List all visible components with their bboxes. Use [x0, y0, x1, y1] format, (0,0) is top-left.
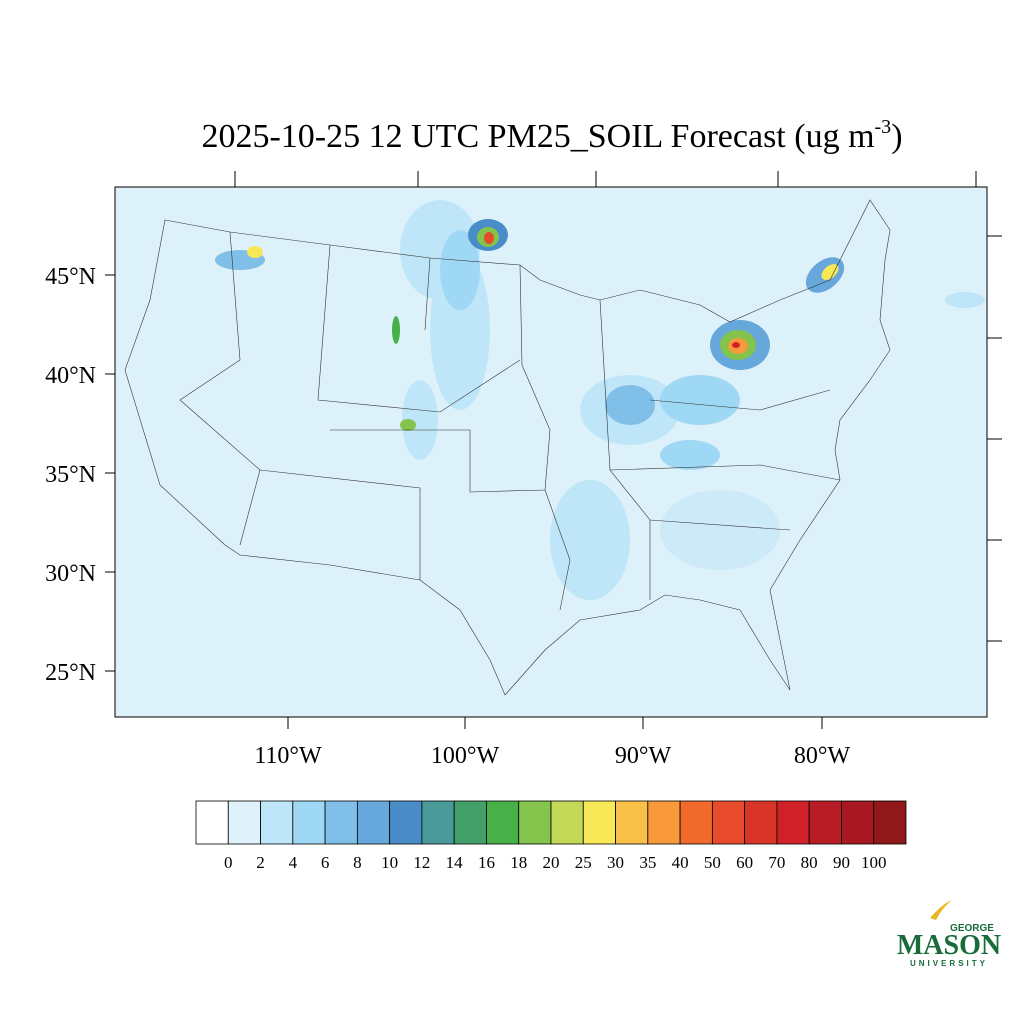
- logo-top: GEORGE: [950, 923, 994, 934]
- colorbar-label: 50: [704, 853, 721, 872]
- colorbar-box: [518, 800, 552, 845]
- colorbar-box: [292, 800, 326, 845]
- colorbar-box: [324, 800, 358, 845]
- colorbar-box: [195, 800, 229, 845]
- lon-label: 110°W: [254, 743, 322, 769]
- colorbar-label: 12: [413, 853, 430, 872]
- logo-bottom: UNIVERSITY: [910, 959, 988, 968]
- colorbar-box: [873, 800, 907, 845]
- colorbar-box: [550, 800, 584, 845]
- colorbar-box: [776, 800, 810, 845]
- colorbar-box: [744, 800, 778, 845]
- colorbar-box: [421, 800, 455, 845]
- colorbar: 0 2 4 6 8 10 12 14 16 18 20 25 30 35 40 50 60 70 80 90 100: [195, 800, 907, 872]
- colorbar-box: [647, 800, 681, 845]
- colorbar-label: 20: [543, 853, 560, 872]
- colorbar-label: 60: [736, 853, 753, 872]
- lat-label: 40°N: [45, 363, 96, 389]
- colorbar-box: [356, 800, 391, 845]
- colorbar-box: [260, 800, 294, 845]
- logo-swoosh: [930, 900, 952, 920]
- colorbar-label: 18: [510, 853, 527, 872]
- colorbar-label: 2: [256, 853, 265, 872]
- colorbar-label: 35: [639, 853, 656, 872]
- logo-main: MASON: [897, 930, 1001, 961]
- colorbar-box: [841, 800, 875, 845]
- colorbar-label: 4: [289, 853, 298, 872]
- map: 45°N 40°N 35°N 30°N 25°N 110°W 100°W 90°…: [45, 171, 1002, 769]
- colorbar-label: 80: [801, 853, 818, 872]
- lon-label: 100°W: [431, 743, 500, 769]
- colorbar-box: [389, 800, 423, 845]
- lon-label: 90°W: [615, 743, 672, 769]
- colorbar-box: [582, 800, 616, 845]
- title: 2025-10-25 12 UTC PM25_SOIL Forecast (ug…: [201, 116, 902, 155]
- colorbar-label: 40: [672, 853, 689, 872]
- colorbar-label: 30: [607, 853, 624, 872]
- colorbar-label: 90: [833, 853, 850, 872]
- lat-label: 25°N: [45, 660, 96, 686]
- colorbar-label: 8: [353, 853, 362, 872]
- colorbar-box: [227, 800, 261, 845]
- colorbar-box: [808, 800, 842, 845]
- colorbar-label: 6: [321, 853, 330, 872]
- colorbar-box: [615, 800, 649, 845]
- logo: GEORGE MASON UNIVERSITY: [897, 900, 1001, 968]
- colorbar-label: 100: [861, 853, 887, 872]
- lat-label: 30°N: [45, 561, 96, 587]
- colorbar-label: 25: [575, 853, 592, 872]
- colorbar-label: 70: [768, 853, 785, 872]
- map-frame: [114, 186, 988, 718]
- concentration-field: [215, 200, 985, 600]
- colorbar-label: 10: [381, 853, 398, 872]
- colorbar-label: 0: [224, 853, 233, 872]
- ticks: [105, 171, 1002, 729]
- colorbar-label: 16: [478, 853, 495, 872]
- lat-label: 45°N: [45, 264, 96, 290]
- colorbar-label: 14: [446, 853, 464, 872]
- lon-label: 80°W: [794, 743, 851, 769]
- state-borders: [179, 231, 841, 611]
- colorbar-box: [711, 800, 746, 845]
- colorbar-box: [486, 800, 520, 845]
- colorbar-box: [679, 800, 713, 845]
- lat-label: 35°N: [45, 462, 96, 488]
- colorbar-box: [453, 800, 487, 845]
